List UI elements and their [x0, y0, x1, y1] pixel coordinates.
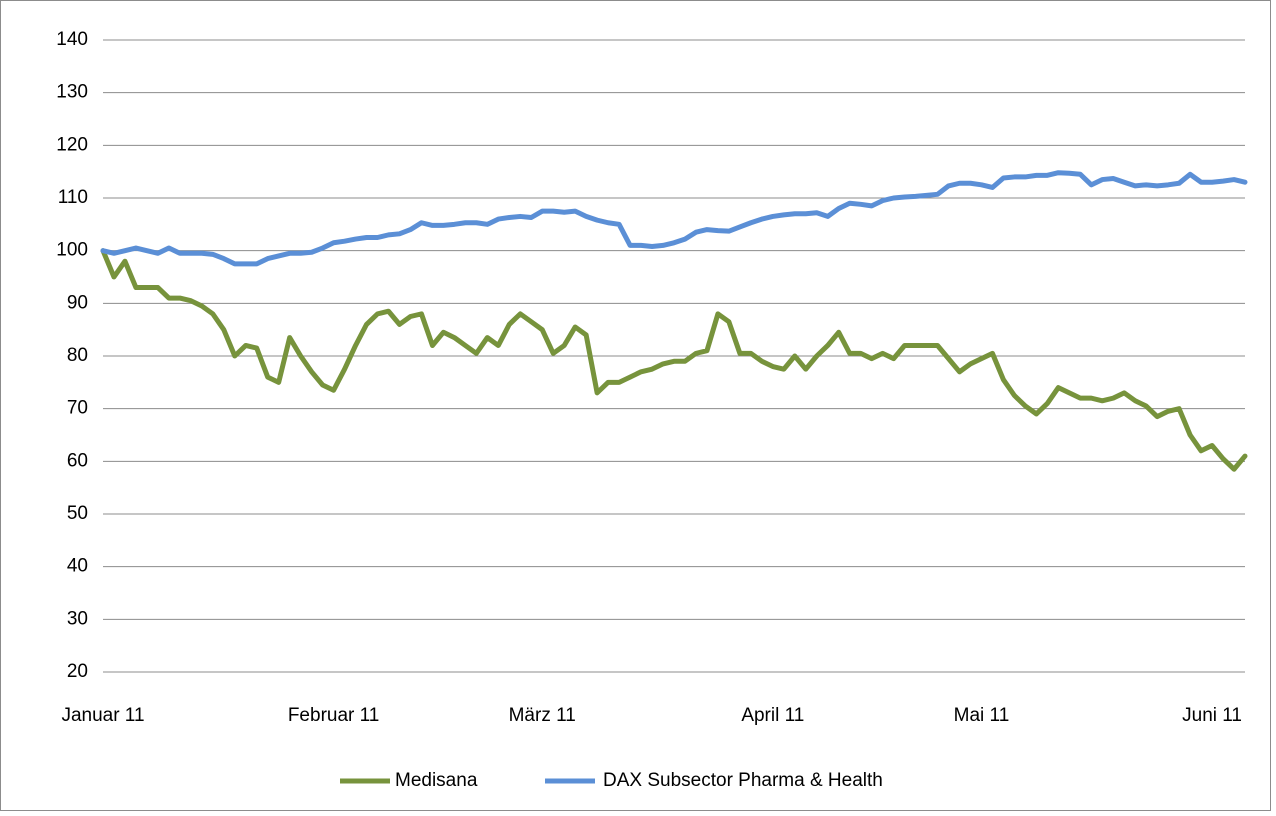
y-tick-label: 50 — [67, 503, 88, 524]
x-tick-label: April 11 — [741, 705, 804, 726]
y-tick-label: 130 — [56, 82, 88, 103]
y-tick-label: 140 — [56, 29, 88, 50]
x-tick-label: Januar 11 — [61, 705, 144, 726]
x-tick-label: Juni 11 — [1182, 705, 1242, 726]
y-tick-label: 80 — [67, 345, 88, 366]
y-tick-label: 120 — [56, 134, 88, 155]
y-tick-label: 70 — [67, 398, 88, 419]
x-tick-label: Mai 11 — [954, 705, 1010, 726]
series-line — [100, 170, 1248, 267]
y-tick-label: 40 — [67, 556, 88, 577]
y-tick-label: 30 — [67, 608, 88, 629]
legend-label: DAX Subsector Pharma & Health — [603, 770, 883, 791]
y-tick-label: 110 — [58, 187, 88, 208]
y-tick-label: 100 — [56, 240, 88, 261]
x-tick-label: Februar 11 — [288, 705, 380, 726]
series-line — [100, 248, 1248, 472]
y-tick-label: 90 — [67, 292, 88, 313]
x-tick-label: März 11 — [509, 705, 576, 726]
y-tick-label: 60 — [67, 450, 88, 471]
y-tick-label: 20 — [67, 661, 88, 682]
legend-label: Medisana — [395, 770, 478, 791]
